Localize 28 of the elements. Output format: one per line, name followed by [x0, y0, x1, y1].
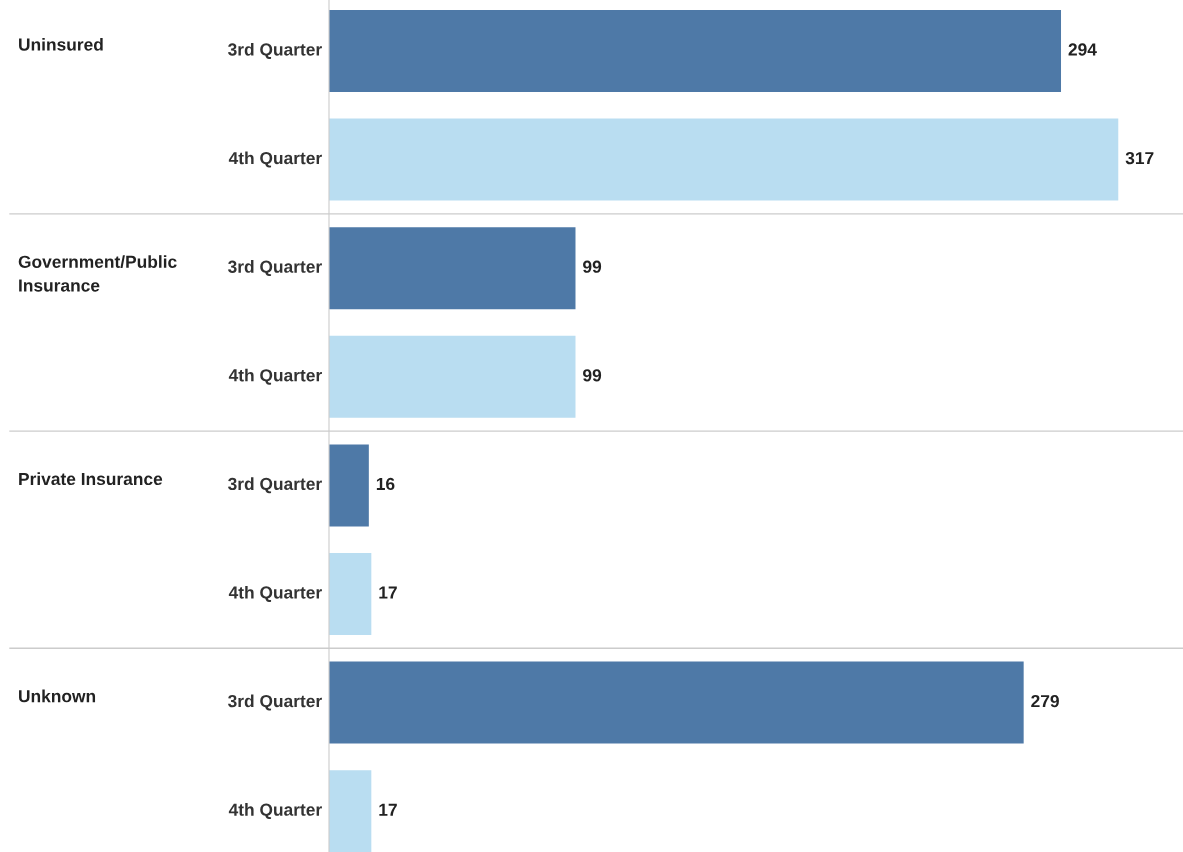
- y-tick-label: Unknown: [19, 689, 96, 703]
- data-label: 17: [379, 803, 397, 816]
- series-label: 3rd Quarter: [228, 42, 322, 59]
- y-tick-label: Government/Public Insurance: [18, 255, 177, 292]
- series-label: 4th Quarter: [228, 151, 322, 168]
- bar: [329, 227, 576, 310]
- data-label: 16: [376, 477, 395, 491]
- data-label: 317: [1125, 151, 1154, 165]
- bar: [329, 10, 1062, 92]
- data-label: 294: [1068, 43, 1097, 56]
- text: 3rd Quarter: [228, 477, 322, 494]
- bar: [329, 444, 369, 527]
- y-tick-label: Uninsured: [19, 37, 103, 51]
- text: 4th Quarter: [228, 585, 322, 602]
- data-label: 99: [583, 369, 602, 382]
- bar: [329, 335, 576, 418]
- text: 4th Quarter: [228, 368, 322, 385]
- text: 3rd Quarter: [228, 694, 322, 711]
- bar: [329, 770, 372, 852]
- y-tick-label: Private Insurance: [19, 472, 163, 486]
- bar: [329, 118, 1119, 201]
- bar: [329, 553, 372, 635]
- data-label: 99: [583, 260, 602, 273]
- text: 3rd Quarter: [228, 260, 322, 277]
- data-label: 17: [379, 586, 397, 599]
- data-label: 279: [1031, 694, 1059, 708]
- bar: [329, 661, 1024, 744]
- text: 4th Quarter: [228, 803, 322, 820]
